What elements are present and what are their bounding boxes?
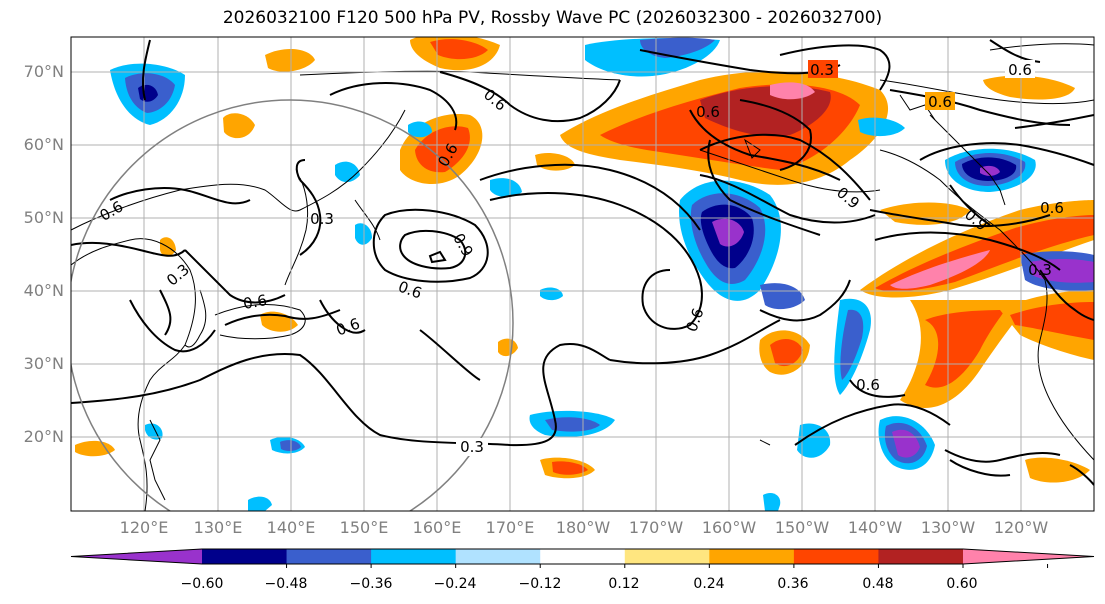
lon-label: 150°E — [339, 518, 389, 537]
contour-label: 0.6 — [928, 93, 952, 111]
colorbar-tick-label: 0.60 — [946, 576, 978, 592]
lon-label: 130°E — [193, 518, 243, 537]
reference-circle — [71, 99, 514, 511]
colorbar-tick-label: 0.48 — [862, 576, 894, 592]
lon-label: 160°E — [412, 518, 462, 537]
lon-label: 120°E — [119, 518, 169, 537]
pv-shading — [75, 37, 1094, 511]
lon-label: 120°W — [993, 518, 1049, 537]
contour-label: 0.6 — [1040, 199, 1064, 217]
colorbar-tick-label: 0.24 — [693, 576, 725, 592]
colorbar-tick-label: −0.60 — [180, 576, 224, 592]
map-area: 0.3 0.6 0.6 0.6 0.6 0.9 0.6 0.9 0.6 0.3 … — [71, 37, 1094, 511]
map-frame — [70, 36, 1095, 512]
lon-label: 170°E — [485, 518, 535, 537]
colorbar-segment — [202, 549, 288, 564]
contour-label: 0.3 — [1028, 261, 1052, 279]
colorbar-segment — [624, 549, 710, 564]
contour-label: 0.6 — [1008, 61, 1032, 79]
contour-label: 0.6 — [856, 376, 880, 394]
colorbar-extend-min — [71, 549, 202, 564]
lon-label: 160°W — [701, 518, 757, 537]
colorbar-segment — [878, 549, 964, 564]
lat-label-40: 40°N — [23, 281, 64, 300]
contour-label: 0.3 — [310, 210, 334, 228]
lon-label: 180°W — [555, 518, 611, 537]
lon-label: 140°E — [266, 518, 316, 537]
colorbar-tick-label: 0.12 — [608, 576, 640, 592]
colorbar-segment — [540, 549, 626, 564]
lat-label-70: 70°N — [23, 62, 64, 81]
lat-label-50: 50°N — [23, 208, 64, 227]
graticule — [71, 37, 1094, 511]
contour-label: 0.3 — [810, 61, 834, 79]
lat-label-30: 30°N — [23, 354, 64, 373]
figure-title: 2026032100 F120 500 hPa PV, Rossby Wave … — [222, 8, 883, 28]
lat-label-60: 60°N — [23, 135, 64, 154]
colorbar — [70, 548, 1095, 568]
colorbar-segment — [793, 549, 879, 564]
lon-label: 140°W — [847, 518, 903, 537]
colorbar-segment — [455, 549, 541, 564]
colorbar-outline — [70, 548, 1095, 565]
lon-label: 150°W — [774, 518, 830, 537]
colorbar-tick-label: 0.36 — [777, 576, 809, 592]
colorbar-segment — [371, 549, 457, 564]
coastlines — [71, 43, 1094, 511]
colorbar-tick-label: −0.36 — [349, 576, 393, 592]
lat-label-20: 20°N — [23, 427, 64, 446]
lon-label: 130°W — [920, 518, 976, 537]
colorbar-tick-label: −0.24 — [433, 576, 477, 592]
colorbar-extend-max — [963, 549, 1094, 564]
contour-label: 0.6 — [242, 291, 269, 313]
lon-label: 170°W — [628, 518, 684, 537]
contour-label: 0.3 — [460, 438, 484, 456]
pv-contours — [71, 39, 1094, 486]
colorbar-tick-label: −0.12 — [518, 576, 562, 592]
colorbar-segment — [709, 549, 795, 564]
contour-label: 0.6 — [696, 103, 720, 121]
colorbar-tick-label: −0.48 — [264, 576, 308, 592]
colorbar-segment — [286, 549, 372, 564]
